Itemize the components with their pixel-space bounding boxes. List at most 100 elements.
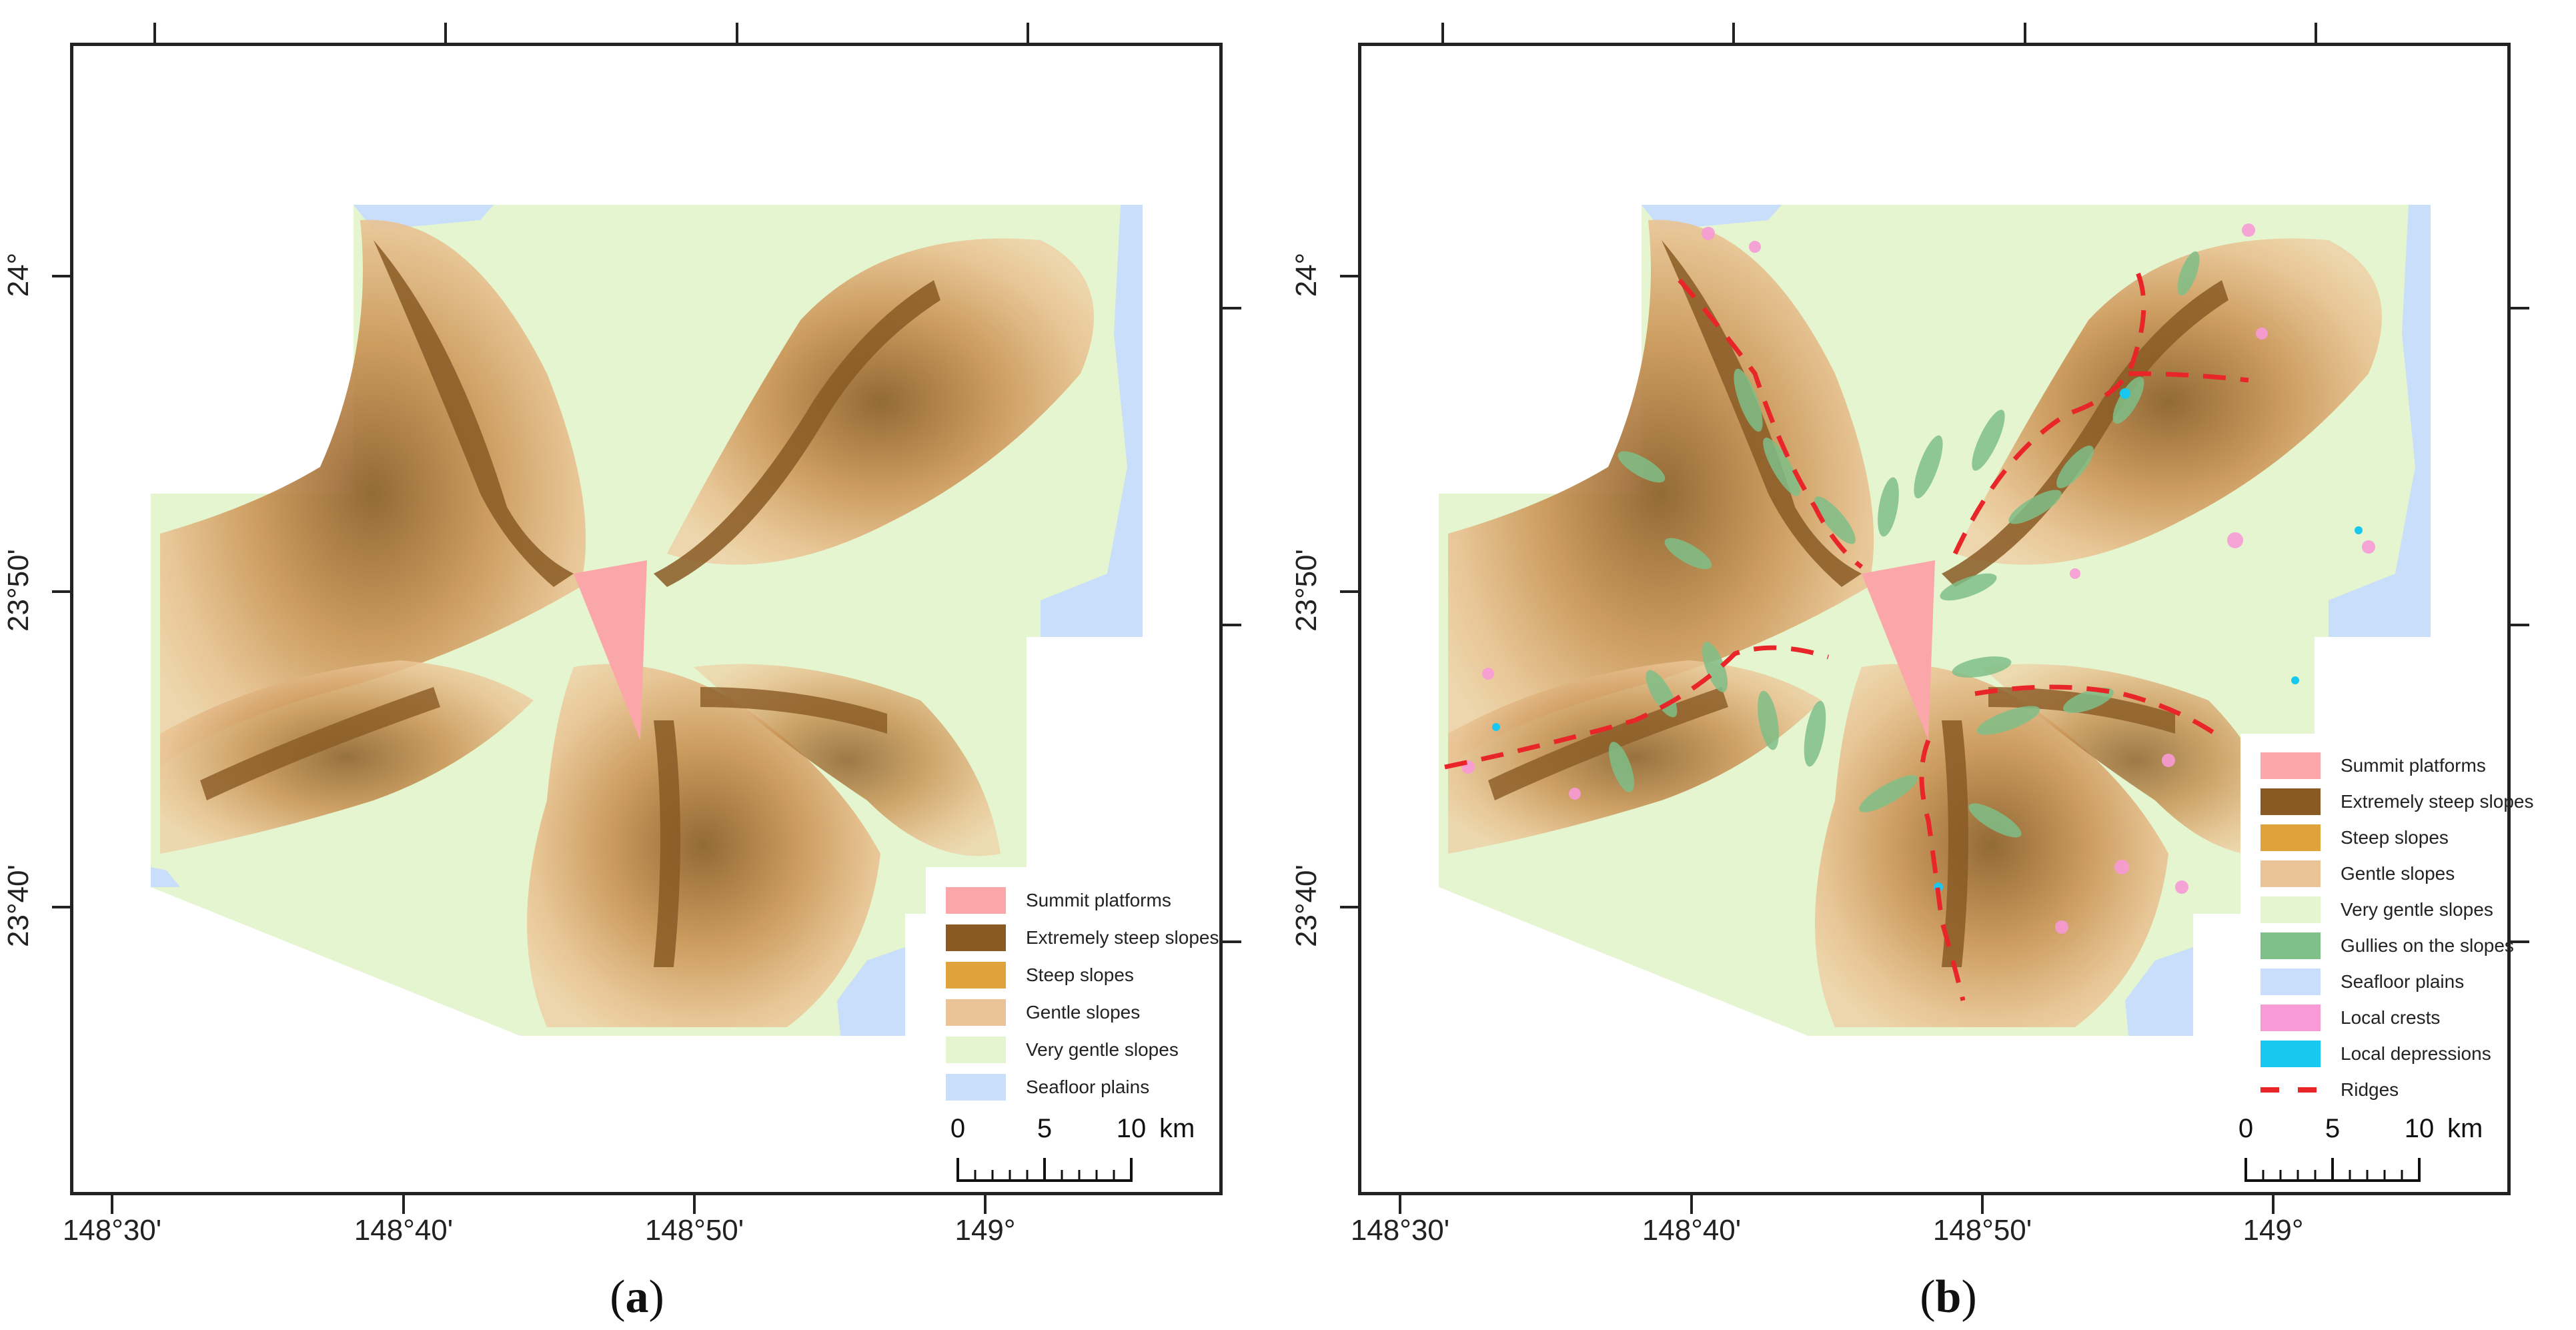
legend-swatch <box>2261 1087 2321 1093</box>
scale-unit: km <box>2447 1114 2483 1143</box>
legend-item: Steep slopes <box>946 962 1134 988</box>
lon-label: 148°50' <box>1932 1214 2032 1247</box>
summit-platform <box>1862 560 1935 740</box>
lat-label: 24° <box>1290 252 1323 297</box>
legend-label: Extremely steep slopes <box>1026 927 1219 948</box>
slope-relief <box>160 219 586 768</box>
scale-label: 10 <box>1116 1114 1147 1143</box>
panel-caption: (b) <box>1920 1271 1977 1323</box>
extremely-steep-slopes <box>200 687 440 800</box>
seafloor-plains-area <box>2125 947 2193 1036</box>
axis-tick <box>2511 624 2529 626</box>
lon-label: 148°30' <box>62 1214 162 1247</box>
extremely-steep-slopes <box>654 720 680 967</box>
local-crests <box>1461 223 2375 934</box>
lat-label: 23°50' <box>2 549 35 632</box>
caption-letter: a <box>625 1271 649 1323</box>
lat-label: 23°40' <box>2 864 35 947</box>
legend-label: Gentle slopes <box>2341 863 2455 884</box>
legend-label: Local depressions <box>2341 1043 2491 1064</box>
scale-ruler <box>956 1158 1133 1182</box>
legend-label: Very gentle slopes <box>1026 1039 1179 1060</box>
legend-swatch <box>946 887 1006 914</box>
axis-tick <box>736 23 738 43</box>
summit-platform <box>574 560 647 740</box>
scale-label: 0 <box>950 1114 966 1143</box>
scale-label: 0 <box>2238 1114 2254 1143</box>
legend-label: Seafloor plains <box>1026 1077 1150 1097</box>
scale-unit: km <box>1159 1114 1195 1143</box>
legend-label: Very gentle slopes <box>2341 899 2493 920</box>
legend-item: Local depressions <box>2261 1041 2491 1067</box>
lon-label: 149° <box>2242 1214 2304 1247</box>
legend-label: Steep slopes <box>2341 827 2449 848</box>
legend-item: Seafloor plains <box>946 1074 1149 1101</box>
legend-label: Local crests <box>2341 1007 2441 1028</box>
extremely-steep-slopes <box>1942 720 1968 967</box>
axis-tick <box>52 275 71 277</box>
axis-tick <box>2511 940 2529 943</box>
lon-label: 148°30' <box>1350 1214 1450 1247</box>
scale-label: 10 <box>2404 1114 2435 1143</box>
axis-tick <box>111 1195 113 1214</box>
axis-tick <box>2024 23 2026 43</box>
legend-label: Seafloor plains <box>2341 971 2465 992</box>
bathymetry-map <box>1439 205 2431 1036</box>
lon-label: 148°40' <box>354 1214 454 1247</box>
axis-tick <box>1690 1195 1693 1214</box>
axis-tick <box>1732 23 1735 43</box>
panel-caption: (a) <box>610 1271 664 1323</box>
seafloor-plains-area <box>151 867 180 887</box>
axis-tick <box>693 1195 696 1214</box>
legend-item: Gentle slopes <box>946 999 1140 1026</box>
extremely-steep-slopes <box>654 280 940 587</box>
map-legend: Summit platforms Extremely steep slopes … <box>2240 734 2533 1114</box>
map-panel-a: 24° 23°50' 23°40' 148°30' 148°40' 148°50… <box>2 23 1241 1323</box>
axis-tick <box>1981 1195 1984 1214</box>
slope-relief <box>1982 664 2289 856</box>
legend-item: Seafloor plains <box>2261 968 2464 995</box>
axis-tick <box>2272 1195 2275 1214</box>
axis-tick <box>52 590 71 593</box>
map-frame <box>1358 43 2511 1195</box>
axis-tick <box>984 1195 987 1214</box>
legend-swatch <box>2261 968 2321 995</box>
lat-label: 23°40' <box>1290 864 1323 947</box>
map-panel-b: 24° 23°50' 23°40' 148°30' 148°40' 148°50… <box>1288 0 2576 1330</box>
legend-swatch <box>2261 860 2321 887</box>
axis-tick <box>1340 590 1359 593</box>
legend-label: Steep slopes <box>1026 964 1134 985</box>
legend-label: Gentle slopes <box>1026 1002 1141 1023</box>
scale-label: 5 <box>1037 1114 1053 1143</box>
axis-tick <box>1441 23 1444 43</box>
legend-swatch <box>2261 896 2321 923</box>
legend-item: Gentle slopes <box>2261 860 2455 887</box>
legend-item: Very gentle slopes <box>2261 896 2493 923</box>
lat-label: 24° <box>2 252 35 297</box>
bathymetry-map <box>151 205 1143 1036</box>
extremely-steep-slopes <box>374 240 574 587</box>
slope-relief <box>694 664 1001 856</box>
slope-relief <box>1448 219 1874 768</box>
legend-swatch <box>2261 1005 2321 1031</box>
legend-label: Gullies on the slopes <box>2341 935 2514 956</box>
axis-tick <box>1340 275 1359 277</box>
scale-bar: 0 5 10 km <box>947 1114 1214 1187</box>
legend-item: Gullies on the slopes <box>2261 932 2514 959</box>
map-legend: Summit platforms Extremely steep slopes … <box>926 867 1219 1101</box>
slope-relief <box>1448 660 1822 854</box>
legend-swatch <box>2261 788 2321 815</box>
legend-item: Local crests <box>2261 1005 2440 1031</box>
legend-label: Extremely steep slopes <box>2341 791 2534 812</box>
legend-label: Ridges <box>2341 1079 2399 1100</box>
axis-tick <box>402 1195 405 1214</box>
legend-swatch <box>946 924 1006 951</box>
axis-tick <box>1027 23 1029 43</box>
scale-bar: 0 5 10 km <box>2235 1114 2502 1187</box>
scale-label: 5 <box>2325 1114 2341 1143</box>
seafloor-plains-area <box>837 947 905 1036</box>
legend-item: Ridges <box>2261 1077 2399 1103</box>
lon-label: 149° <box>954 1214 1016 1247</box>
axis-tick <box>2511 307 2529 309</box>
caption-letter: b <box>1935 1271 1962 1323</box>
